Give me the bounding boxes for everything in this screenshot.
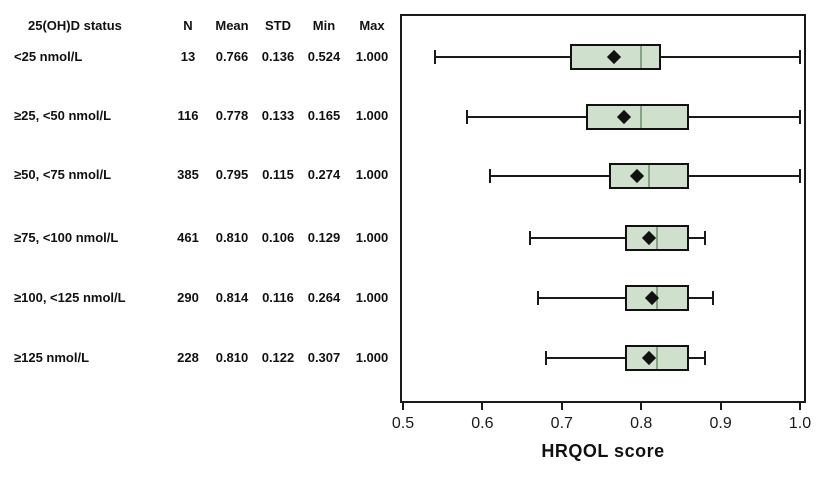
row-label: ≥125 nmol/L bbox=[14, 350, 90, 365]
x-tick-label: 0.8 bbox=[630, 415, 653, 432]
row-max: 1.000 bbox=[355, 108, 389, 123]
row-mean: 0.778 bbox=[215, 108, 249, 123]
row-label: ≥50, <75 nmol/L bbox=[14, 167, 112, 182]
header-std: STD bbox=[265, 18, 291, 33]
row-mean: 0.810 bbox=[215, 230, 249, 245]
row-std: 0.136 bbox=[261, 49, 295, 64]
x-tick-mark bbox=[560, 403, 563, 410]
whisker-cap-low bbox=[529, 231, 532, 245]
row-label: ≥75, <100 nmol/L bbox=[14, 230, 119, 245]
whisker-cap-low bbox=[536, 291, 539, 305]
row-n: 116 bbox=[177, 108, 199, 123]
whisker-cap-low bbox=[433, 50, 436, 64]
median-line bbox=[656, 347, 659, 369]
row-mean: 0.810 bbox=[215, 350, 249, 365]
median-line bbox=[656, 227, 659, 249]
row-std: 0.122 bbox=[261, 350, 295, 365]
row-n: 13 bbox=[180, 49, 196, 64]
whisker-cap-low bbox=[544, 351, 547, 365]
iqr-box bbox=[569, 44, 662, 70]
x-tick-mark bbox=[640, 403, 643, 410]
iqr-box bbox=[585, 104, 689, 130]
row-n: 385 bbox=[177, 167, 199, 182]
row-min: 0.264 bbox=[307, 290, 341, 305]
whisker-line bbox=[545, 357, 705, 359]
table-row: ≥75, <100 nmol/L 461 0.810 0.106 0.129 1.000 bbox=[0, 230, 400, 246]
whisker-cap-high bbox=[703, 351, 706, 365]
whisker-cap-low bbox=[465, 110, 468, 124]
row-mean: 0.814 bbox=[215, 290, 249, 305]
median-line bbox=[640, 46, 643, 68]
row-std: 0.115 bbox=[262, 167, 294, 182]
row-mean: 0.795 bbox=[215, 167, 249, 182]
boxplot-panel bbox=[400, 14, 806, 403]
x-tick-label: 1.0 bbox=[788, 415, 812, 432]
row-min: 0.524 bbox=[307, 49, 341, 64]
whisker-cap-high bbox=[799, 50, 801, 64]
row-std: 0.133 bbox=[261, 108, 295, 123]
whisker-cap-high bbox=[799, 110, 801, 124]
header-mean: Mean bbox=[215, 18, 249, 33]
x-tick-mark bbox=[481, 403, 484, 410]
row-min: 0.274 bbox=[307, 167, 341, 182]
row-min: 0.129 bbox=[307, 230, 341, 245]
row-max: 1.000 bbox=[355, 167, 389, 182]
x-tick-label: 0.9 bbox=[709, 415, 732, 432]
row-min: 0.307 bbox=[307, 350, 341, 365]
x-tick-label: 0.5 bbox=[391, 415, 415, 432]
row-mean: 0.766 bbox=[215, 49, 249, 64]
median-line bbox=[648, 165, 651, 187]
row-max: 1.000 bbox=[355, 230, 389, 245]
row-max: 1.000 bbox=[355, 350, 389, 365]
x-tick-label: 0.6 bbox=[471, 415, 494, 432]
whisker-cap-high bbox=[799, 169, 801, 183]
row-n: 461 bbox=[177, 230, 199, 245]
header-max: Max bbox=[359, 18, 385, 33]
row-label: <25 nmol/L bbox=[14, 49, 83, 64]
header-min: Min bbox=[312, 18, 336, 33]
x-tick-mark bbox=[719, 403, 722, 410]
table-row: ≥25, <50 nmol/L 116 0.778 0.133 0.165 1.000 bbox=[0, 108, 400, 124]
row-n: 228 bbox=[177, 350, 199, 365]
row-label: ≥100, <125 nmol/L bbox=[14, 290, 126, 305]
row-std: 0.116 bbox=[262, 290, 294, 305]
row-label: ≥25, <50 nmol/L bbox=[14, 108, 112, 123]
whisker-line bbox=[537, 297, 713, 299]
table-row: ≥100, <125 nmol/L 290 0.814 0.116 0.264 1.000 bbox=[0, 290, 400, 306]
x-tick-mark bbox=[402, 403, 404, 410]
x-axis-title: HRQOL score bbox=[541, 441, 665, 461]
table-row: <25 nmol/L 13 0.766 0.136 0.524 1.000 bbox=[0, 49, 400, 65]
table-row: ≥50, <75 nmol/L 385 0.795 0.115 0.274 1.000 bbox=[0, 167, 400, 183]
row-std: 0.106 bbox=[261, 230, 295, 245]
header-status: 25(OH)D status bbox=[28, 18, 122, 33]
table-header-row: 25(OH)D status N Mean STD Min Max bbox=[0, 18, 400, 34]
row-max: 1.000 bbox=[355, 290, 389, 305]
header-n: N bbox=[183, 18, 193, 33]
row-n: 290 bbox=[177, 290, 199, 305]
table-row: ≥125 nmol/L 228 0.810 0.122 0.307 1.000 bbox=[0, 350, 400, 366]
x-tick-mark bbox=[799, 403, 801, 410]
median-line bbox=[640, 106, 643, 128]
whisker-cap-high bbox=[711, 291, 714, 305]
x-tick-label: 0.7 bbox=[550, 415, 573, 432]
whisker-cap-high bbox=[703, 231, 706, 245]
whisker-cap-low bbox=[489, 169, 492, 183]
whisker-line bbox=[530, 237, 705, 239]
row-min: 0.165 bbox=[307, 108, 341, 123]
row-max: 1.000 bbox=[355, 49, 389, 64]
